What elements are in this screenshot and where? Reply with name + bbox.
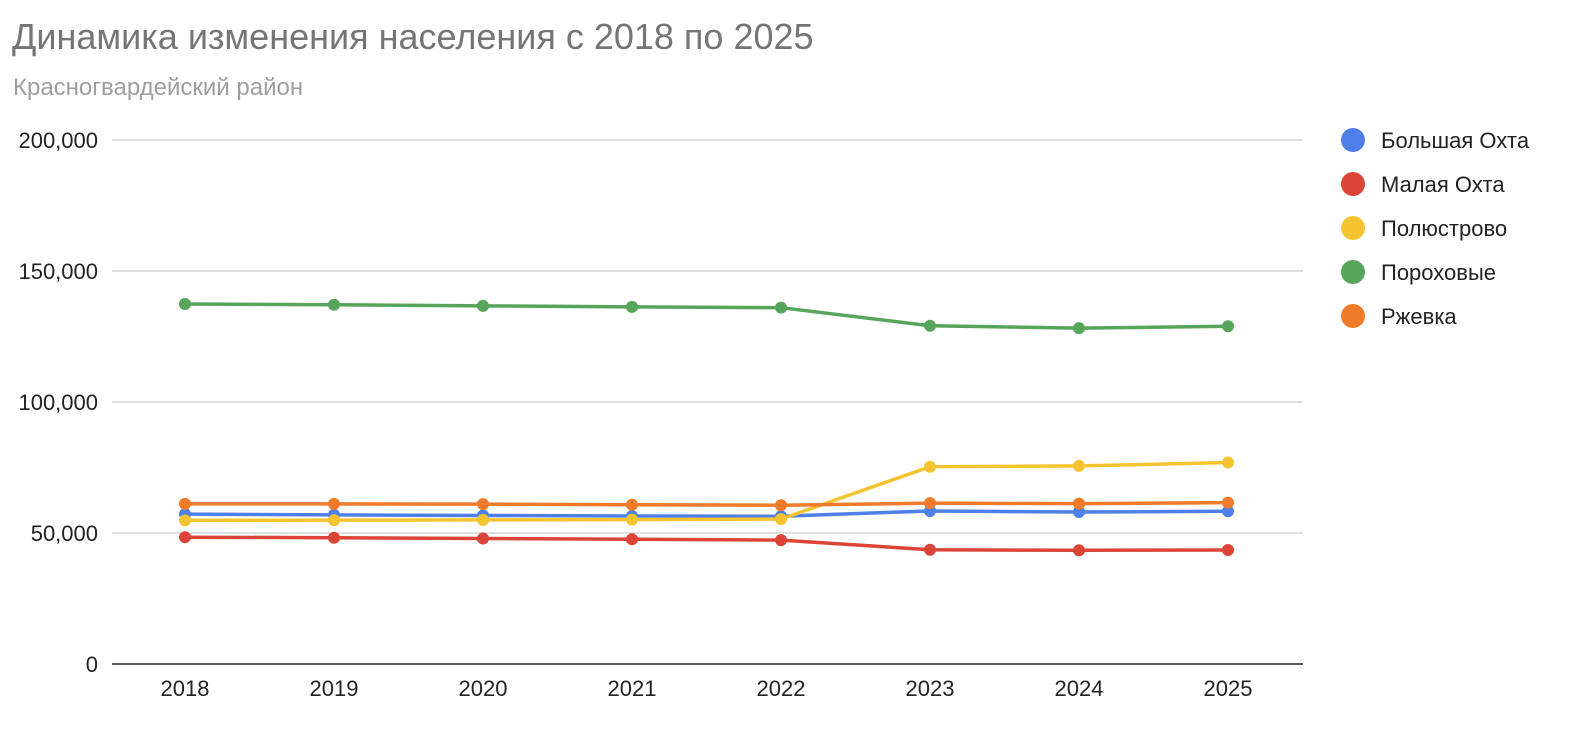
legend-label: Пороховые [1381, 260, 1496, 285]
chart-title: Динамика изменения населения с 2018 по 2… [12, 16, 814, 57]
series-line [183, 535, 1230, 553]
x-tick-label: 2024 [1055, 676, 1104, 701]
data-point [775, 301, 787, 314]
y-tick-label: 50,000 [31, 521, 98, 546]
series-lines [179, 298, 1234, 557]
data-point [328, 514, 340, 527]
series-line [183, 500, 1230, 507]
data-point [477, 513, 489, 526]
data-point [924, 497, 936, 510]
legend-item: Пороховые [1341, 260, 1496, 285]
x-tick-label: 2025 [1204, 676, 1253, 701]
x-tick-label: 2019 [310, 676, 359, 701]
data-point [1073, 459, 1085, 472]
data-point [328, 497, 340, 510]
series-group [179, 531, 1234, 557]
data-point [626, 300, 638, 313]
y-tick-label: 100,000 [18, 390, 98, 415]
chart-subtitle: Красногвардейский район [13, 74, 304, 101]
data-point [775, 499, 787, 512]
data-point [626, 498, 638, 511]
x-tick-label: 2021 [608, 676, 657, 701]
data-point [924, 460, 936, 473]
data-point [1073, 322, 1085, 335]
data-point [924, 543, 936, 556]
data-point [775, 513, 787, 526]
legend-marker [1341, 172, 1365, 196]
data-point [328, 531, 340, 544]
data-point [775, 534, 787, 547]
legend-marker [1341, 304, 1365, 328]
series-group [179, 298, 1234, 335]
y-tick-label: 200,000 [18, 128, 98, 153]
series-line [183, 460, 1230, 523]
x-tick-label: 2022 [757, 676, 806, 701]
data-point [179, 298, 191, 311]
axes: 0 50,000 100,000 150,000 200,000 2018 2019 2020… [18, 128, 1303, 701]
data-point [179, 531, 191, 544]
data-point [328, 298, 340, 311]
data-point [1073, 544, 1085, 557]
data-point [1073, 506, 1085, 519]
legend-label: Ржевка [1381, 304, 1457, 329]
data-point [477, 532, 489, 545]
data-point [1222, 505, 1234, 518]
data-point [626, 533, 638, 546]
legend: Большая Охта Малая Охта Полюстрово Пороховы… [1341, 128, 1530, 329]
legend-marker [1341, 260, 1365, 284]
legend-item: Большая Охта [1341, 128, 1530, 153]
x-tick-label: 2023 [906, 676, 955, 701]
legend-label: Большая Охта [1381, 128, 1530, 153]
data-point [179, 514, 191, 527]
series-group [179, 496, 1234, 512]
data-point [1222, 496, 1234, 509]
data-point [1222, 544, 1234, 557]
data-point [477, 498, 489, 511]
x-tick-label: 2020 [459, 676, 508, 701]
series-group [179, 456, 1234, 527]
legend-marker [1341, 128, 1365, 152]
data-point [1073, 497, 1085, 510]
series-line [183, 509, 1230, 518]
legend-item: Полюстрово [1341, 216, 1507, 241]
data-point [924, 319, 936, 332]
y-tick-label: 150,000 [18, 259, 98, 284]
data-point [477, 299, 489, 312]
legend-label: Малая Охта [1381, 172, 1505, 197]
data-point [179, 497, 191, 510]
data-point [1222, 456, 1234, 469]
gridlines [112, 139, 1303, 534]
legend-item: Ржевка [1341, 304, 1457, 329]
legend-marker [1341, 216, 1365, 240]
y-tick-label: 0 [86, 652, 98, 677]
data-point [1222, 320, 1234, 333]
legend-item: Малая Охта [1341, 172, 1505, 197]
data-point [626, 513, 638, 526]
legend-label: Полюстрово [1381, 216, 1507, 241]
series-line [183, 302, 1230, 330]
x-tick-label: 2018 [161, 676, 210, 701]
